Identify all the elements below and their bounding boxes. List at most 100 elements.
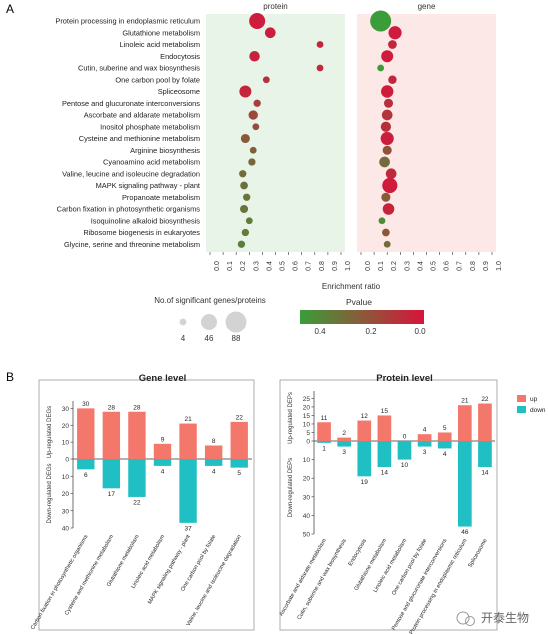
x-tick-label: 0.2: [240, 261, 247, 271]
protein-dot: [240, 204, 249, 214]
gene-panel-title: gene: [418, 2, 436, 11]
x-tick-label: 0.9: [332, 261, 339, 271]
bar-up: [337, 437, 352, 441]
panel-label-a: A: [6, 2, 14, 16]
bar-down: [77, 459, 95, 470]
bar-up-label: 21: [461, 398, 469, 405]
bar-down: [437, 441, 452, 449]
bar-up: [153, 443, 172, 459]
bar-up: [377, 415, 392, 441]
bar-down: [397, 441, 412, 460]
protein-dot: [253, 99, 261, 107]
gene-dot: [383, 98, 394, 108]
bar-up-label: 22: [481, 396, 489, 403]
bar-up-label: 8: [212, 438, 216, 445]
y-label-up: Up-regulated DEPs: [288, 392, 294, 444]
bar-down-label: 46: [461, 529, 469, 536]
bar-up: [457, 405, 472, 441]
protein-dot: [249, 51, 260, 62]
pathway-label: Ribosome biogenesis in eukaryotes: [83, 228, 200, 237]
y-label-down: Down-regulated DEGs: [47, 463, 53, 523]
bar-up: [77, 408, 95, 459]
pathway-label: Ascorbate and aldarate metabolism: [84, 111, 200, 120]
bar-up-label: 5: [443, 425, 447, 432]
bar-down-label: 4: [212, 468, 216, 475]
color-legend-label: 0.4: [314, 327, 326, 336]
size-legend-title: No.of significant genes/proteins: [154, 296, 266, 305]
size-legend-dot: [200, 313, 218, 331]
y-tick-label: 30: [303, 494, 311, 501]
gene-dot: [382, 145, 392, 155]
protein-dot: [264, 27, 276, 39]
legend-up-swatch: [517, 395, 526, 402]
x-tick-label: 0.1: [378, 261, 385, 271]
bar-up: [102, 411, 121, 459]
category-label: One carbon pool by folate: [391, 538, 428, 596]
bar-up-label: 21: [184, 416, 192, 423]
pathway-label: Glutathione metabolism: [122, 28, 200, 37]
y-tick-label: 30: [62, 508, 70, 515]
y-tick-label: 30: [62, 406, 70, 413]
bar-down-label: 37: [184, 525, 192, 532]
y-tick-label: 15: [303, 413, 311, 420]
bar-up-label: 11: [321, 415, 328, 422]
bar-up-label: 28: [133, 404, 141, 411]
protein-dot: [237, 240, 246, 248]
color-legend-bar: [300, 310, 424, 324]
bar-up-label: 15: [381, 408, 389, 415]
bar-down-label: 22: [133, 499, 141, 506]
y-tick-label: 0: [65, 457, 69, 464]
protein-panel-bg: [206, 14, 345, 252]
gene-dot: [385, 168, 397, 180]
gene-dot: [380, 131, 394, 146]
x-tick-label: 0.8: [319, 261, 326, 271]
protein-dot: [249, 12, 266, 30]
y-tick-label: 50: [303, 532, 311, 539]
bar-up-label: 4: [423, 427, 427, 434]
bar-down-label: 4: [443, 451, 447, 458]
dot-plot-legends: No.of significant genes/proteins 4 46 88 Pva…: [154, 296, 426, 343]
bar-down-label: 17: [108, 491, 116, 498]
y-tick-label: 40: [303, 513, 311, 520]
y-tick-label: 40: [62, 526, 70, 533]
y-tick-label: 20: [303, 404, 311, 411]
bar-up-label: 12: [361, 413, 369, 420]
bar-down: [153, 459, 172, 466]
gene-dot: [382, 177, 398, 194]
x-tick-label: 1.0: [345, 261, 352, 271]
protein-dot: [239, 170, 247, 178]
gene-dot: [382, 228, 390, 237]
x-tick-label: 0.0: [365, 261, 372, 271]
bar-down-label: 3: [342, 449, 346, 456]
x-tick-label: 0.5: [431, 261, 438, 271]
color-legend-label: 0.0: [414, 327, 426, 336]
bar-down: [230, 459, 248, 468]
pathway-label: Protein processing in endoplasmic reticu…: [55, 17, 200, 26]
y-tick-label: 20: [62, 491, 70, 498]
x-tick-label: 0.0: [214, 261, 221, 271]
category-label: Endocytosis: [348, 538, 368, 567]
y-tick-label: 10: [62, 474, 70, 481]
pathway-label: Carbon fixation in photosynthetic organi…: [57, 205, 201, 214]
protein-dot: [252, 123, 260, 131]
protein-dot: [262, 76, 270, 84]
bar-up: [128, 411, 146, 459]
bar-up: [179, 423, 197, 459]
panel-label-b: B: [6, 370, 14, 384]
x-tick-label: 0.9: [483, 261, 490, 271]
x-tick-label: 0.1: [227, 261, 234, 271]
protein-dot: [243, 193, 251, 201]
chart-frame: [38, 379, 255, 631]
color-legend-label: 0.2: [365, 327, 377, 336]
bar-down-label: 5: [237, 470, 241, 477]
bar-down: [377, 441, 392, 468]
y-label-up: Up-regulated DEGs: [47, 406, 53, 458]
pathway-label: Cysteine and methionine metabolism: [79, 134, 200, 143]
gene-dot: [370, 10, 392, 32]
bar-down: [102, 459, 121, 489]
bar-up: [437, 432, 452, 441]
x-tick-label: 0.6: [293, 261, 300, 271]
bar-up-label: 2: [342, 430, 346, 437]
y-tick-label: 20: [62, 423, 70, 430]
